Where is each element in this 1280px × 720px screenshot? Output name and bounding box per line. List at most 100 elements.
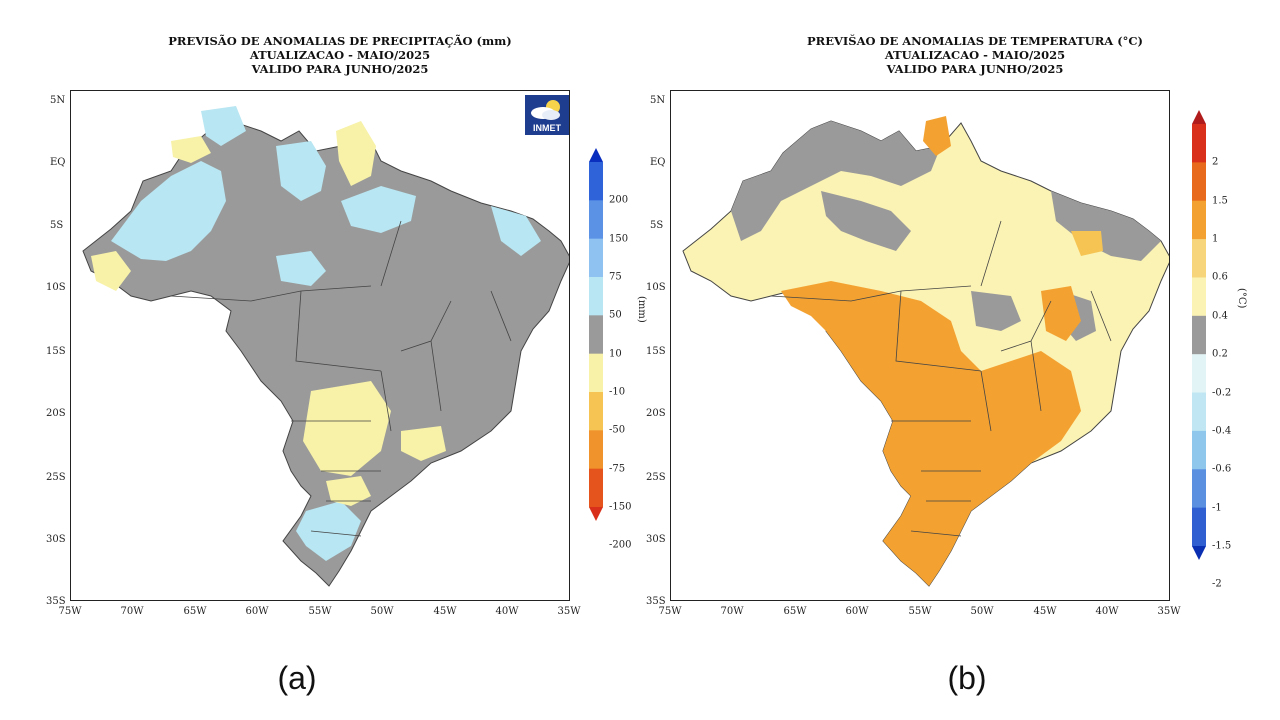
map-title: PREVISÃO DE ANOMALIAS DE PRECIPITAÇÃO (m… [168,34,512,48]
anomaly-orange-central [781,281,1081,586]
x-tick-label: 35W [557,606,581,617]
colorbar-unit: (°C) [1236,288,1247,309]
x-tick-label: 45W [433,606,457,617]
y-tick-label: 5S [50,220,64,231]
colorbar-label: 50 [609,309,622,321]
panel-caption: (a) [277,660,317,696]
y-tick-label: 10S [46,282,66,293]
map-frame [670,90,1170,601]
colorbar-segment [589,392,603,431]
colorbar-label: -150 [609,501,632,513]
x-tick-label: 60W [245,606,269,617]
x-tick-label: 70W [720,606,744,617]
anomaly-yellow-sw [326,476,371,506]
y-tick-label: 15S [646,346,666,357]
anomaly-yellow-north [336,121,376,186]
precipitation-panel: PREVISÃO DE ANOMALIAS DE PRECIPITAÇÃO (m… [46,34,647,696]
colorbar-segment [1192,392,1206,432]
anomaly-blue-south [296,501,361,561]
y-tick-label: 5N [50,95,66,106]
colorbar-label: -10 [609,386,626,398]
y-tick-label: 25S [46,472,66,483]
y-tick-label: 30S [46,534,66,545]
x-tick-label: 55W [908,606,932,617]
x-tick-label: 65W [783,606,807,617]
map-subtitle-update: ATUALIZACAO - MAIO/2025 [249,48,431,62]
colorbar-label: 1.5 [1212,195,1228,207]
colorbar-segment [589,238,603,278]
y-tick-label: 10S [646,282,666,293]
colorbar-label: 10 [609,348,622,360]
state-borders [170,220,512,537]
colorbar-segment [1192,430,1206,470]
colorbar-label: -2 [1212,578,1222,590]
colorbar-segment [589,277,603,316]
colorbar-segment [1192,315,1206,355]
x-tick-label: 70W [120,606,144,617]
anomaly-blue-center [276,251,326,286]
x-tick-label: 40W [495,606,519,617]
colorbar-segment [1192,124,1206,163]
colorbar-label: -75 [609,463,626,475]
colorbar-segment [589,353,603,393]
anomaly-blue-amazon [341,186,416,233]
logo-text: INMET [533,123,561,133]
colorbar-label: -0.4 [1212,425,1232,437]
x-tick-label: 75W [58,606,82,617]
x-tick-label: 35W [1157,606,1181,617]
state-borders [770,220,1112,537]
anomaly-gray-central [971,291,1021,331]
anomaly-orange-east [1041,286,1081,341]
anomaly-blue-nw [111,161,226,261]
y-tick-label: EQ [50,157,66,168]
colorbar-label: 75 [609,271,622,283]
colorbar-segment [1192,162,1206,202]
temperature-map [682,116,1169,587]
x-tick-label: 40W [1095,606,1119,617]
x-tick-label: 45W [1033,606,1057,617]
anomaly-blue-ne [491,206,541,256]
colorbar-label: 2 [1212,156,1219,168]
precipitation-colorbar [589,148,603,521]
y-tick-label: 15S [46,346,66,357]
colorbar-segment [589,200,603,240]
map-subtitle-update: ATUALIZACAO - MAIO/2025 [884,48,1066,62]
colorbar-segment [1192,277,1206,317]
map-subtitle-valid: VALIDO PARA JUNHO/2025 [251,62,429,76]
colorbar-label: 0.2 [1212,348,1228,360]
colorbar-top-arrow [1192,110,1206,124]
colorbar-segment [1192,507,1206,547]
colorbar-label: 0.4 [1212,310,1228,322]
panel-caption: (b) [947,660,987,696]
anomaly-blue-north [276,141,326,201]
colorbar-segment [1192,239,1206,278]
temperature-colorbar [1192,110,1206,560]
map-frame: INMET [70,90,570,601]
colorbar-segment [1192,469,1206,509]
y-tick-label: 5N [650,95,666,106]
y-tick-label: 35S [646,596,666,607]
colorbar-label: 1 [1212,233,1219,245]
colorbar-label: -50 [609,424,626,436]
x-tick-label: 50W [370,606,394,617]
colorbar-label: -200 [609,539,632,551]
x-tick-label: 65W [183,606,207,617]
anomaly-yellow-central-south [303,381,391,476]
colorbar-segment [589,430,603,470]
colorbar-label: 0.6 [1212,271,1228,283]
temperature-panel: PREVIŠAO DE ANOMALIAS DE TEMPERATURA (°C… [640,0,1280,720]
y-tick-label: 20S [646,408,666,419]
anomaly-gray-ne [1051,191,1161,261]
anomaly-gray-north [731,121,941,241]
map-title: PREVIŠAO DE ANOMALIAS DE TEMPERATURA (°C… [807,34,1143,48]
colorbar-label: -0.6 [1212,463,1232,475]
colorbar-segment [589,468,603,508]
colorbar-label: 150 [609,233,629,245]
x-tick-label: 50W [970,606,994,617]
x-tick-label: 75W [658,606,682,617]
colorbar-segment [1192,200,1206,240]
anomaly-yellow-west [91,251,131,291]
y-tick-label: EQ [650,157,666,168]
anomaly-blue-top [201,106,246,146]
anomaly-yellow-upper [171,136,211,163]
